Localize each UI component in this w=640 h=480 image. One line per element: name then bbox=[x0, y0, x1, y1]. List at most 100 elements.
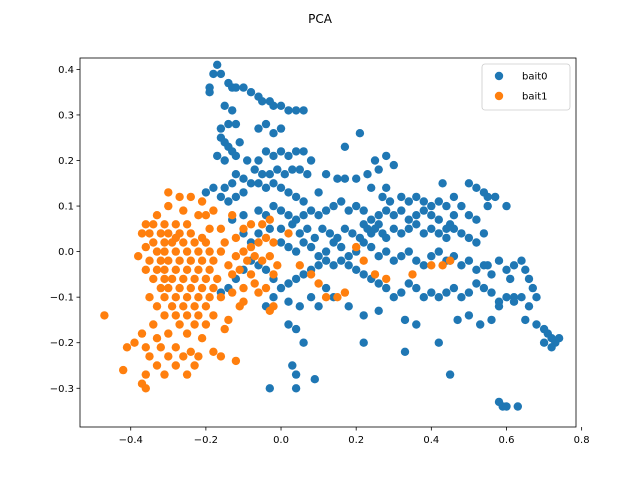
point-bait0-290 bbox=[502, 402, 511, 411]
point-bait1-87 bbox=[182, 329, 192, 338]
point-bait0-294 bbox=[483, 261, 492, 270]
legend-marker-bait1 bbox=[494, 91, 504, 101]
point-bait1-32 bbox=[194, 247, 203, 256]
point-bait0-45 bbox=[258, 170, 267, 179]
point-bait0-17 bbox=[299, 106, 308, 115]
point-bait0-139 bbox=[288, 220, 297, 229]
point-bait0-226 bbox=[374, 279, 383, 288]
point-bait0-175 bbox=[321, 247, 331, 256]
x-tick-label: 0.0 bbox=[273, 435, 289, 446]
point-bait1-160 bbox=[438, 261, 447, 270]
point-bait0-36 bbox=[254, 156, 263, 165]
point-bait1-164 bbox=[171, 233, 180, 243]
point-bait0-48 bbox=[280, 170, 289, 179]
point-bait1-45 bbox=[160, 265, 169, 274]
point-bait0-169 bbox=[276, 238, 286, 247]
point-bait0-162 bbox=[434, 229, 443, 238]
point-bait1-107 bbox=[141, 384, 150, 393]
point-bait0-261 bbox=[400, 315, 410, 325]
x-tick-label: −0.4 bbox=[119, 435, 143, 446]
point-bait0-230 bbox=[344, 261, 353, 270]
point-bait1-123 bbox=[258, 256, 267, 265]
point-bait0-67 bbox=[284, 188, 293, 197]
point-bait0-21 bbox=[224, 119, 233, 129]
point-bait0-277 bbox=[547, 343, 556, 352]
point-bait1-14 bbox=[137, 229, 147, 238]
point-bait0-211 bbox=[487, 288, 496, 297]
point-bait0-70 bbox=[314, 188, 323, 197]
point-bait0-38 bbox=[269, 151, 278, 161]
point-bait0-140 bbox=[295, 229, 304, 238]
point-bait1-4 bbox=[164, 201, 173, 211]
point-bait0-173 bbox=[306, 242, 316, 252]
point-bait0-221 bbox=[412, 283, 421, 293]
point-bait0-168 bbox=[479, 229, 489, 238]
point-bait0-199 bbox=[502, 265, 511, 274]
point-bait0-258 bbox=[344, 302, 353, 311]
point-bait0-62 bbox=[246, 179, 256, 188]
series-bait0 bbox=[201, 60, 564, 411]
point-bait1-77 bbox=[182, 311, 192, 320]
point-bait1-128 bbox=[250, 279, 259, 288]
point-bait1-109 bbox=[119, 365, 128, 375]
y-tick-label: 0.1 bbox=[58, 202, 74, 213]
point-bait0-161 bbox=[427, 224, 436, 233]
point-bait1-76 bbox=[171, 311, 180, 320]
point-bait0-1 bbox=[216, 69, 226, 79]
point-bait0-167 bbox=[472, 238, 481, 247]
point-bait0-90 bbox=[427, 201, 436, 211]
point-bait0-16 bbox=[291, 106, 301, 115]
point-bait1-26 bbox=[201, 238, 211, 247]
point-bait1-43 bbox=[141, 265, 150, 274]
point-bait0-75 bbox=[363, 170, 372, 179]
y-tick-label: 0.3 bbox=[58, 110, 74, 121]
point-bait0-238 bbox=[284, 279, 293, 288]
point-bait0-291 bbox=[513, 402, 522, 411]
point-bait0-89 bbox=[419, 197, 428, 206]
point-bait0-79 bbox=[382, 151, 391, 161]
point-bait0-282 bbox=[288, 361, 297, 370]
point-bait1-8 bbox=[141, 220, 150, 229]
point-bait0-85 bbox=[385, 197, 395, 206]
point-bait0-223 bbox=[397, 288, 406, 297]
point-bait1-46 bbox=[171, 265, 180, 274]
point-bait0-69 bbox=[299, 197, 308, 206]
point-bait1-49 bbox=[205, 265, 214, 274]
x-tick-label: 0.6 bbox=[499, 435, 515, 446]
point-bait1-0 bbox=[164, 188, 173, 197]
point-bait1-95 bbox=[209, 347, 218, 356]
point-bait1-62 bbox=[209, 283, 218, 293]
point-bait0-280 bbox=[359, 338, 368, 347]
point-bait0-270 bbox=[521, 315, 530, 325]
point-bait1-35 bbox=[134, 252, 143, 261]
point-bait0-181 bbox=[367, 242, 376, 252]
point-bait1-100 bbox=[152, 361, 162, 370]
point-bait1-147 bbox=[254, 288, 263, 297]
point-bait1-42 bbox=[209, 256, 218, 265]
point-bait1-154 bbox=[352, 242, 361, 252]
point-bait1-97 bbox=[164, 352, 173, 361]
point-bait0-158 bbox=[404, 224, 413, 233]
point-bait1-74 bbox=[201, 302, 211, 311]
point-bait0-177 bbox=[337, 242, 346, 252]
point-bait0-52 bbox=[231, 170, 241, 179]
point-bait0-180 bbox=[359, 238, 368, 247]
point-bait1-29 bbox=[160, 247, 169, 256]
point-bait0-156 bbox=[389, 224, 398, 233]
point-bait1-146 bbox=[246, 270, 256, 279]
point-bait0-83 bbox=[382, 183, 391, 192]
point-bait0-24 bbox=[254, 124, 263, 133]
point-bait1-144 bbox=[224, 315, 233, 325]
point-bait0-125 bbox=[299, 211, 308, 220]
point-bait1-66 bbox=[182, 293, 192, 302]
point-bait0-22 bbox=[231, 119, 241, 129]
point-bait0-259 bbox=[359, 311, 368, 320]
point-bait0-9 bbox=[246, 88, 256, 97]
point-bait1-54 bbox=[190, 274, 199, 284]
point-bait1-155 bbox=[359, 256, 368, 265]
point-bait1-21 bbox=[149, 238, 158, 247]
point-bait0-264 bbox=[453, 315, 462, 325]
point-bait0-96 bbox=[472, 183, 481, 192]
point-bait0-56 bbox=[209, 183, 218, 192]
point-bait1-38 bbox=[164, 256, 173, 265]
